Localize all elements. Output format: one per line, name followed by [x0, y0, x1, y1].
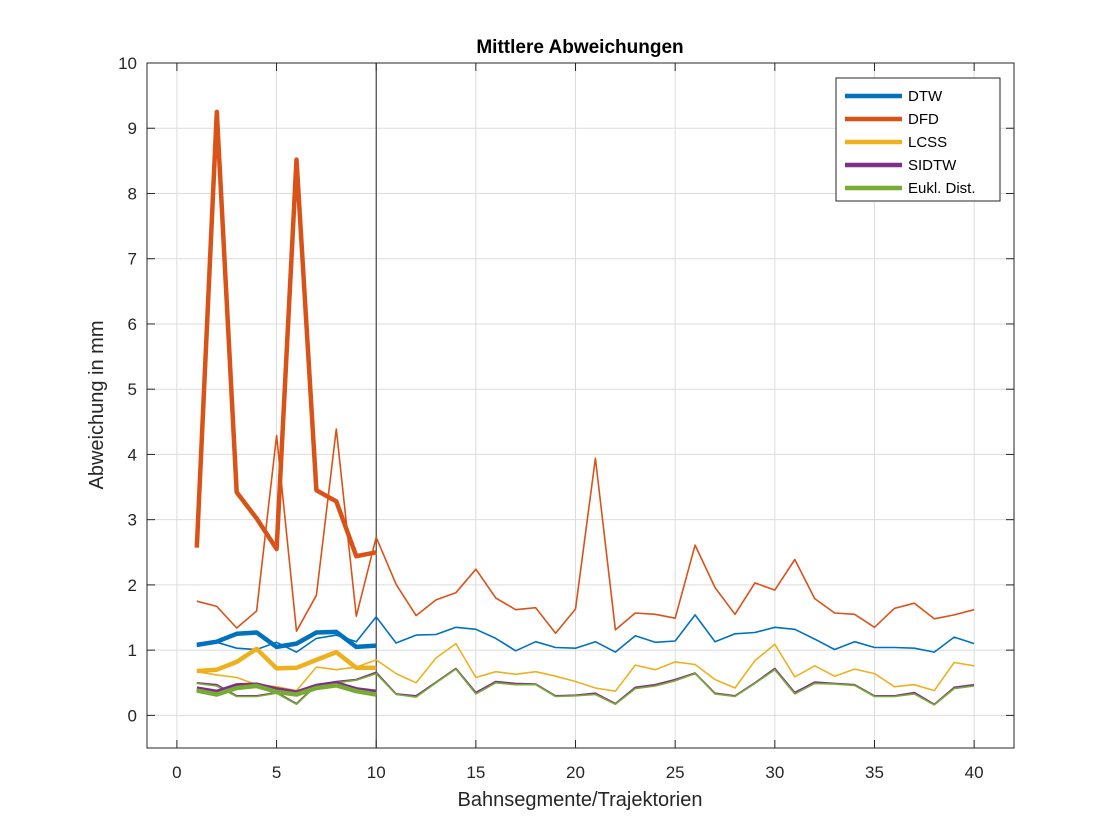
- series-dfd-trajectories: [196, 428, 975, 635]
- x-tick-label: 20: [566, 763, 585, 782]
- chart-title: Mittlere Abweichungen: [476, 37, 683, 58]
- x-tick-label: 25: [666, 763, 685, 782]
- x-tick-label: 0: [172, 763, 181, 782]
- legend-label: LCSS: [908, 134, 947, 151]
- legend-label: DFD: [908, 111, 939, 128]
- y-tick-label: 6: [128, 315, 137, 334]
- y-tick-label: 3: [128, 511, 137, 530]
- series-eukl-dist-segments: [196, 683, 377, 697]
- y-tick-label: 10: [118, 54, 137, 73]
- y-tick-label: 5: [128, 380, 137, 399]
- y-axis-label: Abweichung in mm: [86, 321, 108, 490]
- legend-label: SIDTW: [908, 157, 957, 174]
- series-lcss-segments: [196, 646, 377, 674]
- axes-box: [146, 62, 1015, 749]
- legend-label: DTW: [908, 88, 943, 105]
- legend-label: Eukl. Dist.: [908, 180, 976, 197]
- y-tick-label: 4: [128, 445, 137, 464]
- x-tick-label: 30: [765, 763, 784, 782]
- segment-lines: [194, 109, 377, 697]
- x-axis-label: Bahnsegmente/Trajektorien: [458, 789, 703, 811]
- legend-box: [835, 77, 1001, 202]
- x-tick-label: 15: [466, 763, 485, 782]
- y-tick-label: 9: [128, 119, 137, 138]
- y-tick-label: 1: [128, 641, 137, 660]
- y-tick-label: 8: [128, 184, 137, 203]
- y-tick-labels: 0 1 2 3 4 5 6 7 8 9 10: [118, 54, 1014, 725]
- series-lcss-trajectories: [196, 642, 975, 693]
- series-dtw-trajectories: [196, 614, 975, 653]
- x-tick-label: 5: [272, 763, 281, 782]
- series-dtw-segments: [196, 629, 377, 650]
- y-tick-label: 7: [128, 250, 137, 269]
- y-tick-label: 0: [128, 706, 137, 725]
- series-dfd-segments: [194, 109, 377, 559]
- y-tick-label: 2: [128, 576, 137, 595]
- x-tick-label: 35: [865, 763, 884, 782]
- x-tick-label: 40: [965, 763, 984, 782]
- x-tick-label: 10: [367, 763, 386, 782]
- x-tick-labels: 0 5 10 15 20 25 30 35 40: [172, 63, 984, 782]
- legend: DTW DFD LCSS SIDTW Eukl. Dist.: [835, 77, 1001, 202]
- gridlines: [147, 62, 1014, 748]
